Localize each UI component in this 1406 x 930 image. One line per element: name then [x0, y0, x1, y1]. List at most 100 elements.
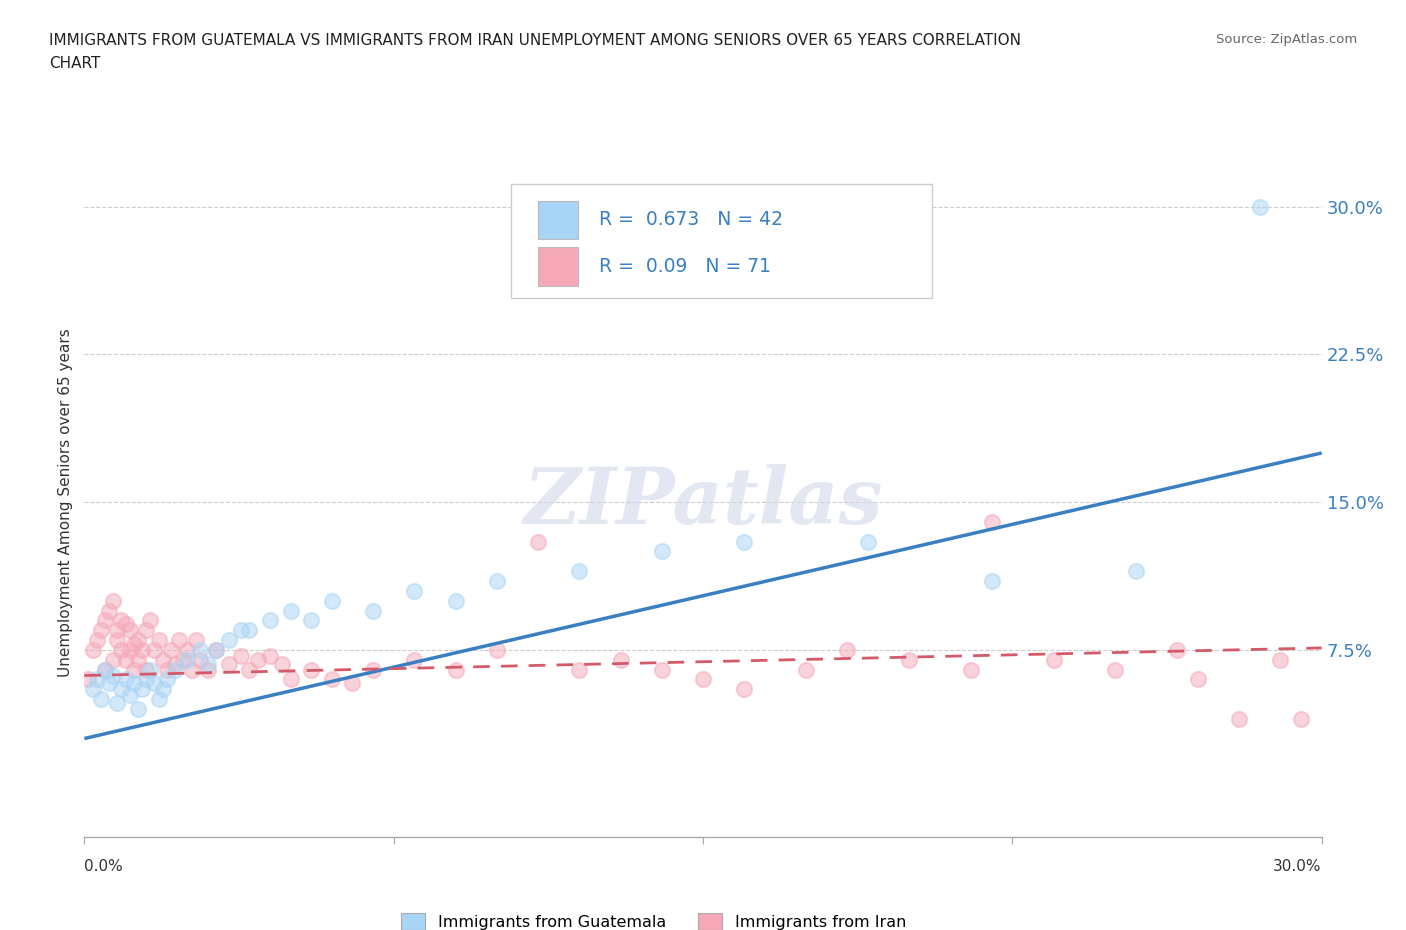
Point: [1166, 643, 1188, 658]
Point: [77, 672, 100, 687]
Point: [143, 643, 166, 658]
Point: [110, 613, 132, 628]
Point: [259, 613, 281, 628]
Point: [238, 623, 260, 638]
Point: [165, 657, 187, 671]
Text: 30.0%: 30.0%: [1274, 859, 1322, 874]
Point: [90, 692, 112, 707]
Point: [148, 692, 170, 707]
Point: [188, 643, 211, 658]
Point: [152, 682, 174, 697]
Point: [229, 623, 252, 638]
Point: [114, 672, 136, 687]
Point: [1104, 662, 1126, 677]
Point: [1289, 711, 1312, 726]
Point: [856, 534, 879, 549]
Point: [218, 632, 240, 647]
Point: [1270, 652, 1292, 667]
Point: [139, 613, 162, 628]
Point: [321, 672, 343, 687]
Point: [444, 662, 467, 677]
Point: [103, 593, 125, 608]
Point: [167, 632, 190, 647]
Point: [148, 632, 170, 647]
Point: [131, 682, 153, 697]
Point: [118, 688, 141, 703]
Point: [404, 652, 426, 667]
Point: [1227, 711, 1250, 726]
Point: [176, 652, 198, 667]
Point: [156, 662, 179, 677]
Point: [205, 643, 228, 658]
Point: [114, 652, 136, 667]
Point: [86, 672, 108, 687]
Legend: Immigrants from Guatemala, Immigrants from Iran: Immigrants from Guatemala, Immigrants fr…: [395, 907, 912, 930]
Point: [1042, 652, 1064, 667]
Point: [692, 672, 714, 687]
Point: [156, 672, 179, 687]
Point: [733, 682, 755, 697]
Point: [135, 623, 157, 638]
Point: [135, 662, 157, 677]
Point: [485, 643, 508, 658]
Point: [197, 662, 219, 677]
Point: [271, 657, 294, 671]
Point: [127, 701, 149, 716]
Point: [1249, 199, 1271, 214]
Point: [733, 534, 755, 549]
Point: [172, 652, 194, 667]
Text: Source: ZipAtlas.com: Source: ZipAtlas.com: [1216, 33, 1357, 46]
Point: [94, 662, 117, 677]
Point: [1187, 672, 1209, 687]
Point: [651, 662, 673, 677]
Point: [280, 603, 302, 618]
Point: [82, 682, 104, 697]
FancyBboxPatch shape: [538, 201, 578, 239]
Text: ZIPatlas: ZIPatlas: [523, 464, 883, 540]
Point: [218, 657, 240, 671]
Point: [143, 676, 166, 691]
Point: [131, 643, 153, 658]
Point: [527, 534, 550, 549]
Point: [98, 603, 121, 618]
Point: [980, 514, 1002, 529]
Point: [110, 682, 132, 697]
Point: [114, 617, 136, 631]
Point: [122, 662, 145, 677]
Point: [184, 632, 207, 647]
Point: [103, 668, 125, 683]
Point: [898, 652, 921, 667]
Point: [404, 583, 426, 598]
Point: [127, 652, 149, 667]
Point: [238, 662, 260, 677]
Point: [837, 643, 859, 658]
Point: [651, 544, 673, 559]
Point: [568, 662, 591, 677]
Point: [794, 662, 817, 677]
Point: [176, 643, 198, 658]
Point: [105, 623, 128, 638]
Point: [342, 676, 364, 691]
Point: [122, 636, 145, 651]
Y-axis label: Unemployment Among Seniors over 65 years: Unemployment Among Seniors over 65 years: [58, 328, 73, 677]
Point: [94, 662, 117, 677]
Point: [94, 613, 117, 628]
Point: [485, 574, 508, 589]
Point: [139, 662, 162, 677]
Point: [361, 662, 384, 677]
Point: [361, 603, 384, 618]
Text: 0.0%: 0.0%: [84, 859, 124, 874]
Text: IMMIGRANTS FROM GUATEMALA VS IMMIGRANTS FROM IRAN UNEMPLOYMENT AMONG SENIORS OVE: IMMIGRANTS FROM GUATEMALA VS IMMIGRANTS …: [49, 33, 1021, 47]
Point: [321, 593, 343, 608]
Point: [90, 623, 112, 638]
Point: [135, 672, 157, 687]
Text: R =  0.673   N = 42: R = 0.673 N = 42: [599, 210, 783, 229]
Point: [609, 652, 631, 667]
Point: [444, 593, 467, 608]
Point: [98, 676, 121, 691]
Text: R =  0.09   N = 71: R = 0.09 N = 71: [599, 257, 770, 276]
Point: [299, 613, 322, 628]
Point: [980, 574, 1002, 589]
Point: [299, 662, 322, 677]
Point: [197, 657, 219, 671]
